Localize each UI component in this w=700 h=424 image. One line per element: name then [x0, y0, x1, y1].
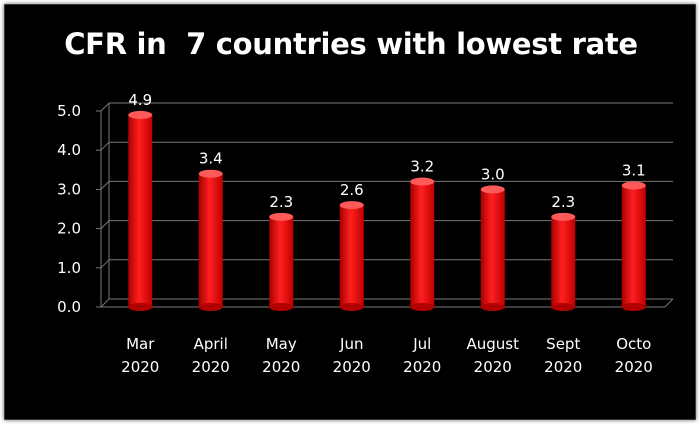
bar [339, 201, 364, 311]
bar [198, 169, 223, 311]
bar-chart: 0.0 1.0 2.0 3.0 4.0 5.0 4.9 Mar 2020 3.4 April 202… [57, 91, 674, 376]
bar-layer [128, 110, 646, 311]
bar [551, 212, 576, 311]
x-tick-label: August [467, 335, 520, 353]
bar [128, 110, 153, 311]
x-tick-label: Mar [126, 335, 155, 353]
bar-base [269, 303, 294, 311]
x-tick-label: April [194, 335, 228, 353]
bar-top [339, 201, 364, 210]
y-tick-label: 5.0 [57, 102, 81, 120]
bar-body [198, 173, 223, 307]
bar-top [410, 177, 435, 186]
bar-base [128, 303, 153, 311]
x-axis-depth-line [664, 298, 674, 308]
bar-body [410, 181, 435, 307]
gridline-depth [100, 220, 110, 229]
x-tick-label-year: 2020 [121, 358, 159, 376]
chart-title: CFR in 7 countries with lowest rate [64, 27, 638, 61]
label-layer: 4.9 Mar 2020 3.4 April 2020 2.3 May 2020 2.6 Jun 20… [121, 91, 653, 376]
bar-base [551, 303, 576, 311]
x-tick-label-year: 2020 [333, 358, 371, 376]
data-label: 2.6 [340, 181, 364, 199]
gridline-depth [100, 141, 110, 151]
x-tick-label: Octo [616, 335, 651, 353]
x-tick-label-year: 2020 [262, 358, 300, 376]
x-tick-label: Sept [546, 335, 580, 353]
bar-body [621, 185, 646, 307]
bar-body [269, 216, 294, 307]
bar-body [551, 216, 576, 307]
grid-layer [100, 102, 673, 308]
x-tick-label: Jun [339, 335, 363, 353]
bar-body [128, 114, 153, 307]
bar-base [410, 303, 435, 311]
bar-base [198, 303, 223, 311]
data-label: 3.4 [199, 150, 223, 168]
gridline-depth [100, 259, 110, 269]
data-label: 3.0 [481, 165, 505, 183]
bar [480, 185, 505, 311]
x-tick-label-year: 2020 [544, 358, 582, 376]
bar [621, 181, 646, 311]
x-tick-label-year: 2020 [403, 358, 441, 376]
bar-top [269, 212, 294, 221]
gridline-depth [100, 181, 110, 190]
y-tick-label: 3.0 [57, 180, 81, 198]
x-tick-label: Jul [412, 335, 431, 353]
bar-top [128, 110, 153, 119]
bar-base [621, 303, 646, 311]
y-tick-label: 2.0 [57, 220, 81, 238]
bar-top [551, 212, 576, 221]
data-label: 2.3 [269, 193, 293, 211]
y-tick-label: 1.0 [57, 259, 81, 277]
bar-top [480, 185, 505, 194]
data-label: 4.9 [128, 91, 152, 109]
data-label: 3.1 [622, 161, 646, 179]
y-tick-label: 4.0 [57, 141, 81, 159]
bar-top [198, 169, 223, 178]
bar-top [621, 181, 646, 190]
bar-body [480, 189, 505, 307]
bar-base [339, 303, 364, 311]
bar-body [339, 205, 364, 307]
bar [410, 177, 435, 311]
x-tick-label-year: 2020 [474, 358, 512, 376]
chart-frame: CFR in 7 countries with lowest rate 0.0 1… [4, 4, 696, 420]
bar [269, 212, 294, 311]
x-tick-label-year: 2020 [615, 358, 653, 376]
bar-base [480, 303, 505, 311]
x-tick-label: May [266, 335, 297, 353]
x-tick-label-year: 2020 [192, 358, 230, 376]
data-label: 3.2 [410, 158, 434, 176]
gridline-depth [100, 298, 110, 308]
gridline-depth [100, 102, 110, 112]
data-label: 2.3 [551, 193, 575, 211]
y-tick-label: 0.0 [57, 298, 81, 316]
